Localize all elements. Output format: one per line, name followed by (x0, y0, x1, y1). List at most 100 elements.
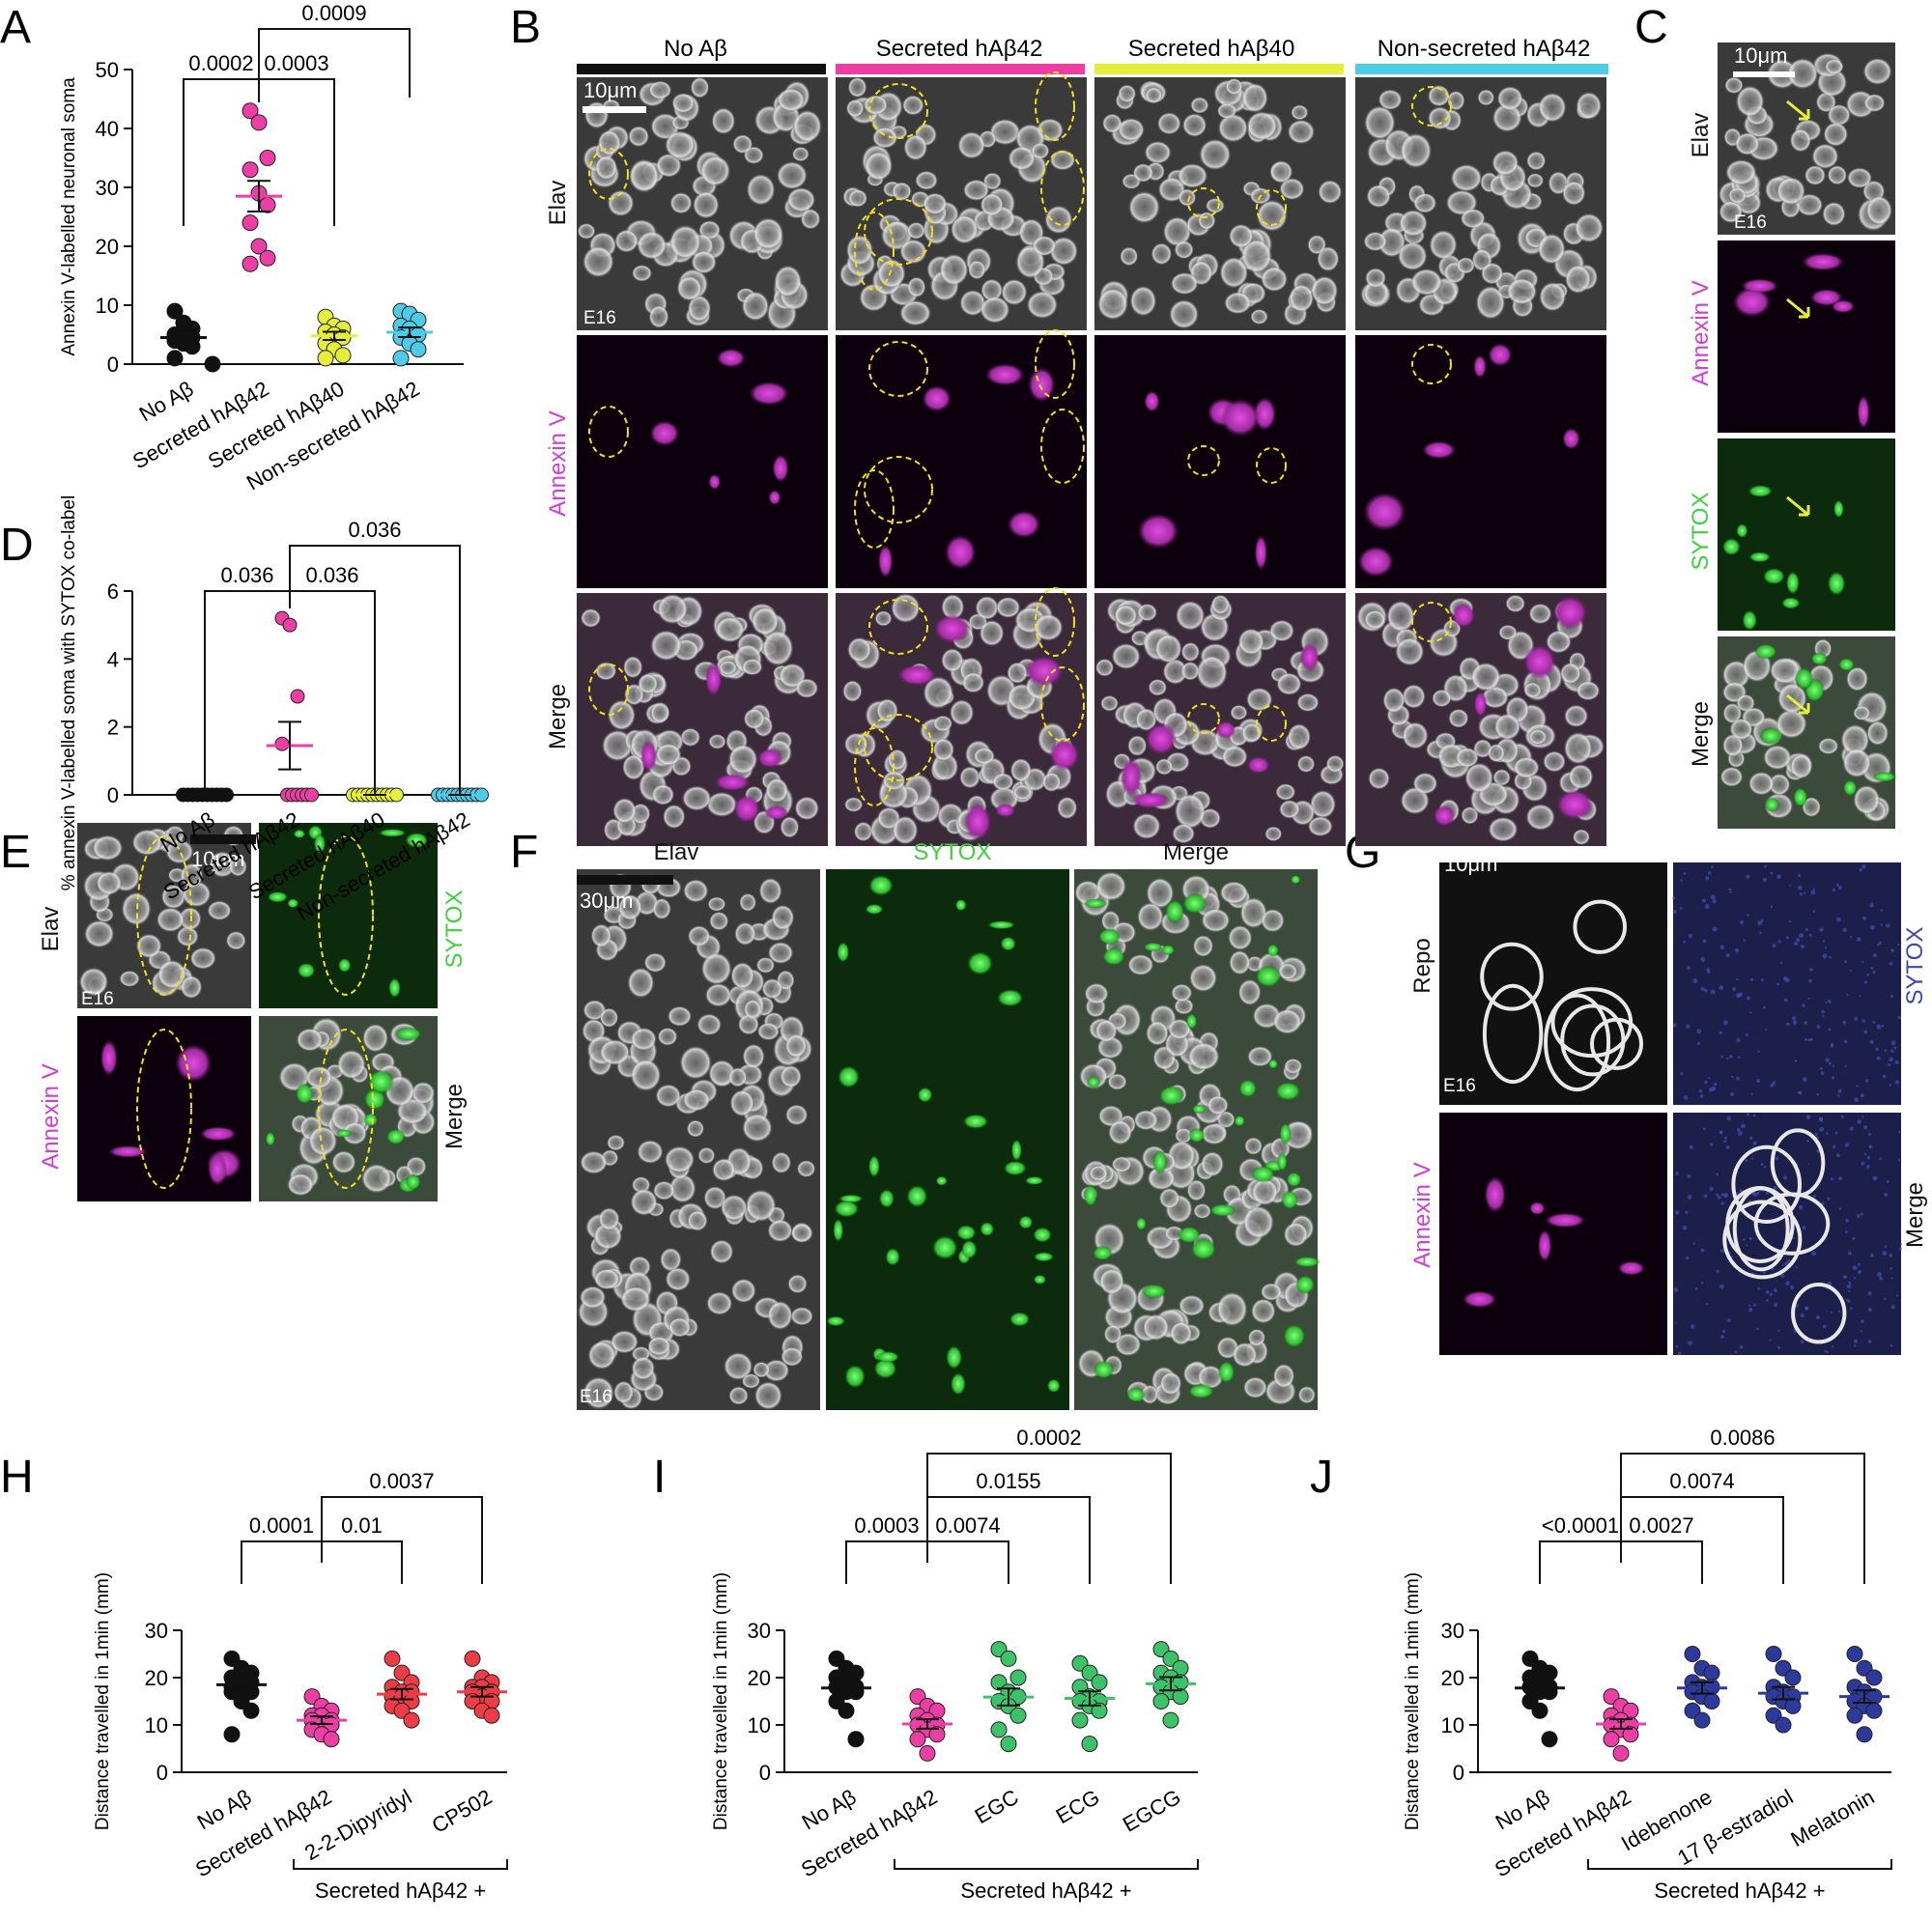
cell-texture (207, 900, 232, 921)
data-point (1775, 1716, 1792, 1734)
panel-letter-b: B (510, 2, 541, 53)
cell-texture (891, 182, 912, 202)
sytox-speckle (1708, 1088, 1714, 1092)
sytox-speckle (1893, 1046, 1897, 1050)
sytox-signal (1097, 927, 1122, 946)
cell-texture (1132, 162, 1154, 183)
cell-texture (995, 596, 1021, 619)
cell-texture (1724, 158, 1758, 186)
sytox-speckle (1810, 1037, 1814, 1041)
sytox-speckle (1765, 1289, 1770, 1294)
data-point (1172, 1688, 1189, 1706)
sytox-speckle (1846, 1284, 1852, 1289)
sytox-signal (1748, 551, 1772, 563)
sytox-signal (1033, 1227, 1053, 1243)
data-point (250, 114, 268, 131)
sytox-speckle (1802, 1003, 1805, 1007)
cell-texture (711, 1157, 736, 1182)
cell-texture (871, 127, 898, 150)
cell-texture (657, 1027, 678, 1046)
significance-bracket (289, 545, 461, 795)
cell-texture (671, 92, 696, 114)
treatment-bracket (1587, 1859, 1892, 1870)
sytox-speckle (1869, 903, 1874, 908)
annexin-signal (1802, 253, 1844, 271)
g-label-merge: Merge (1902, 1182, 1928, 1248)
cell-texture (1107, 1073, 1127, 1090)
cell-texture (1250, 1298, 1276, 1324)
cell-texture (668, 1172, 696, 1204)
sytox-signal (1286, 1172, 1302, 1188)
sytox-signal (405, 1173, 421, 1191)
sytox-speckle (1729, 1091, 1735, 1096)
sytox-speckle (1856, 1085, 1859, 1088)
sytox-signal (367, 1069, 395, 1094)
cell-texture (1127, 735, 1148, 757)
annexin-signal (1451, 603, 1476, 629)
sytox-speckle (1735, 993, 1741, 999)
cell-texture (582, 1375, 615, 1410)
sytox-speckle (1682, 1225, 1688, 1230)
cell-texture (1129, 285, 1157, 317)
panel-f-microscopy: Elav SYTOX Merge 30μm E16 (577, 839, 1321, 1411)
sytox-speckle (1889, 1084, 1892, 1087)
cell-texture (876, 258, 907, 290)
cell-texture (780, 1346, 804, 1368)
data-point (1541, 1731, 1558, 1748)
cell-texture (847, 188, 868, 208)
sytox-speckle (1815, 1315, 1820, 1320)
treatment-bracket-label: Secreted hAβ42 + (960, 1879, 1131, 1903)
sytox-speckle (1720, 1055, 1724, 1059)
cell-texture (1853, 784, 1881, 815)
sytox-speckle (1872, 953, 1877, 958)
sytox-speckle (1861, 960, 1864, 964)
cell-texture (786, 186, 816, 212)
sytox-signal (1742, 609, 1758, 632)
cell-texture (1187, 1041, 1220, 1071)
cell-texture (732, 133, 753, 155)
sytox-speckle (1822, 953, 1828, 959)
sytox-speckle (1731, 1075, 1734, 1079)
sytox-signal (1152, 1149, 1168, 1175)
data-point (384, 1650, 401, 1667)
x-category-label: Secreted hAβ42 (797, 1785, 942, 1882)
cell-texture (1862, 57, 1892, 86)
c-row-sytox: SYTOX (1688, 493, 1714, 571)
sytox-speckle (1861, 1116, 1864, 1118)
sytox-speckle (1790, 1285, 1795, 1290)
data-point (909, 1731, 926, 1748)
cell-texture (669, 191, 693, 214)
sytox-speckle (1884, 1245, 1887, 1249)
cell-texture (631, 1355, 656, 1381)
cell-texture (1103, 1324, 1122, 1344)
cell-texture (1563, 704, 1589, 728)
data-point (483, 1707, 500, 1724)
cell-texture (1729, 718, 1753, 741)
cell-texture (637, 1139, 664, 1165)
sytox-signal (1185, 1013, 1198, 1030)
sytox-speckle (1828, 1061, 1832, 1065)
sytox-speckle (1736, 1077, 1740, 1081)
sytox-speckle (1827, 1000, 1832, 1004)
sytox-speckle (1762, 877, 1768, 883)
cell-texture (699, 155, 731, 187)
sytox-speckle (1838, 1310, 1841, 1313)
sytox-speckle (1813, 1194, 1816, 1198)
cell-texture (1228, 949, 1251, 975)
sytox-signal (1135, 1217, 1147, 1231)
cell-texture (1719, 766, 1744, 787)
sytox-speckle (1882, 1074, 1887, 1079)
sytox-signal (267, 890, 289, 903)
x-category-label: No Aβ (193, 1785, 256, 1835)
sytox-speckle (1787, 1258, 1791, 1262)
sytox-speckle (1825, 1001, 1828, 1003)
p-value-label: 0.0001 (249, 1513, 314, 1538)
sytox-signal (867, 874, 895, 896)
data-point (223, 1726, 241, 1743)
sytox-speckle (1844, 960, 1848, 964)
cell-texture (794, 678, 819, 699)
sytox-speckle (1785, 936, 1789, 940)
sytox-speckle (1830, 1044, 1833, 1048)
cell-texture (598, 1207, 620, 1231)
sytox-speckle (1889, 994, 1894, 999)
